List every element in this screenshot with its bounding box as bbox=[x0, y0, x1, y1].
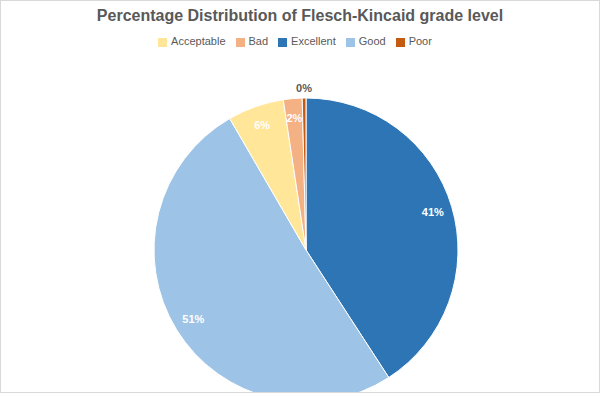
svg-text:0%: 0% bbox=[296, 82, 312, 94]
svg-text:6%: 6% bbox=[254, 119, 270, 131]
html-text:Percentage Distribution of Fle: Percentage Distribution of Flesch-Kincai… bbox=[96, 7, 504, 24]
html-text:Excellent: Excellent bbox=[291, 35, 336, 47]
svg-text:2%: 2% bbox=[286, 112, 302, 124]
svg-text:41%: 41% bbox=[422, 206, 444, 218]
html-text:Acceptable: Acceptable bbox=[171, 35, 226, 47]
html-text:Good: Good bbox=[358, 35, 386, 47]
html-text:Poor: Poor bbox=[408, 35, 432, 47]
html-text:Bad: Bad bbox=[248, 35, 269, 47]
svg-text:51%: 51% bbox=[182, 313, 204, 325]
